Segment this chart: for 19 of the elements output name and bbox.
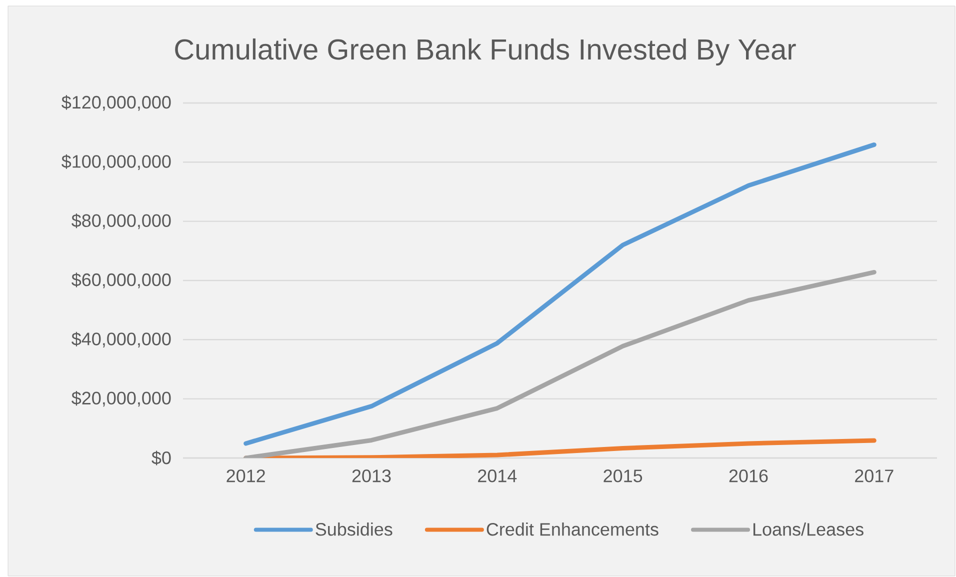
y-tick-label: $40,000,000: [72, 332, 171, 348]
y-tick-label: $80,000,000: [72, 214, 171, 230]
y-tick-label: $100,000,000: [62, 154, 171, 170]
line-series: [244, 270, 876, 458]
x-tick-label: 2013: [352, 470, 391, 482]
legend-label: Loans/Leases: [753, 522, 864, 536]
line-series: [244, 142, 876, 446]
legend-label: Credit Enhancements: [486, 522, 658, 536]
x-tick-label: 2016: [729, 470, 768, 482]
x-tick-label: 2014: [478, 470, 517, 482]
legend-label: Subsidies: [316, 522, 392, 536]
chart-title: Cumulative Green Bank Funds Invested By Year: [175, 38, 796, 66]
y-tick-label: $60,000,000: [72, 272, 171, 288]
y-tick-label: $20,000,000: [72, 391, 171, 407]
x-tick-label: 2017: [855, 470, 894, 482]
x-tick-label: 2015: [604, 470, 642, 482]
y-tick-label: $0: [152, 450, 171, 466]
x-tick-label: 2012: [226, 470, 265, 482]
y-tick-label: $120,000,000: [62, 95, 171, 111]
